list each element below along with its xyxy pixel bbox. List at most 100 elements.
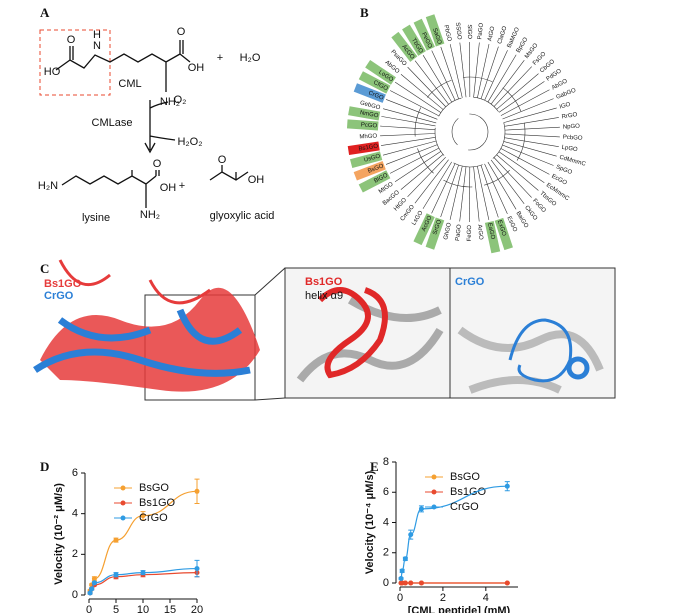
chem-label: H₂O₂ — [177, 136, 202, 148]
chem-label: H₂O — [240, 52, 261, 64]
data-point — [91, 580, 97, 586]
cml-bonds — [55, 40, 191, 92]
tree-branch — [385, 144, 438, 165]
chem-label: N — [93, 40, 101, 52]
leaf-label: AtGO — [487, 26, 496, 42]
legend-label: Bs1GO — [450, 486, 487, 498]
chem-label: OH — [188, 62, 205, 74]
leaf-label: SrGO — [432, 219, 443, 236]
y-tick-label: 2 — [72, 548, 78, 560]
legend-label: CrGO — [139, 512, 168, 524]
x-tick-label: 10 — [137, 604, 149, 613]
tree-branch — [380, 125, 436, 130]
y-tick-label: 0 — [72, 589, 78, 601]
leaf-label: EaGO — [486, 222, 495, 240]
product-bonds — [61, 165, 249, 208]
tree-branch — [480, 165, 499, 218]
zoom-connector — [254, 267, 286, 401]
data-point — [504, 483, 510, 489]
chem-label: NH₂ — [140, 209, 160, 221]
tree-branch — [380, 136, 436, 146]
leaf-label: ArGO — [476, 224, 484, 240]
leaf-highlight — [349, 151, 383, 169]
tree: GebGOCrGOCfGOLoGOAbGOPsaGOAcGOTbGOPeGOSa… — [346, 14, 587, 254]
tree-branch — [473, 42, 480, 98]
data-point — [140, 570, 146, 576]
panel-a-skeleton — [39, 29, 249, 208]
leaf-label: RrGO — [561, 112, 578, 121]
y-tick-label: 4 — [72, 508, 78, 520]
legend-marker — [431, 504, 437, 510]
leaf-label: AbGO — [551, 78, 569, 91]
tree-branch — [431, 163, 456, 214]
chem-label: OH — [248, 174, 265, 186]
data-point — [91, 576, 97, 582]
legend-marker — [120, 485, 126, 491]
leaf-highlight — [353, 160, 386, 181]
tree-branch — [500, 148, 550, 175]
leaf-label: BsGO — [367, 163, 385, 175]
data-point — [399, 568, 405, 574]
chem-label: O — [67, 34, 76, 46]
leaf-highlight — [425, 14, 445, 47]
leaf-highlight — [348, 106, 381, 121]
tree-branch — [504, 133, 560, 138]
tree-branch — [500, 89, 550, 116]
reaction-arrow — [144, 100, 176, 154]
tree-branch — [504, 117, 559, 127]
leaf-label: UsGO — [363, 154, 381, 164]
data-point — [418, 580, 424, 586]
structure-loops — [58, 259, 211, 305]
chem-label: H₂N — [38, 180, 58, 192]
leaf-highlight — [413, 213, 435, 246]
leaf-label: PbGO — [442, 24, 452, 42]
legend-marker — [120, 500, 126, 506]
chem-label: + — [179, 180, 185, 192]
legend-label: Bs1GO — [139, 497, 176, 509]
tree-branch — [389, 90, 440, 117]
leaf-label: PcbGO — [563, 135, 583, 142]
y-tick-label: 6 — [383, 486, 389, 498]
y-axis-label: Velocity (10⁻² μM/s) — [53, 483, 65, 585]
chem-label: O — [177, 26, 186, 38]
tree-arc — [434, 96, 506, 168]
data-point — [402, 580, 408, 586]
x-tick-label: 0 — [86, 604, 92, 613]
x-tick-label: 0 — [397, 592, 403, 604]
leaf-label: GhGO — [443, 222, 453, 241]
chem-label: CML — [118, 78, 141, 90]
leaf-highlight — [402, 24, 426, 56]
data-point — [113, 537, 119, 543]
leaf-label: SSGO — [454, 22, 462, 40]
leaf-label: NmGO — [359, 110, 379, 119]
tree-branch — [498, 81, 545, 113]
leaf-label: PcGO — [361, 122, 378, 129]
legend-crgo: CrGO — [44, 290, 74, 302]
data-point — [402, 556, 408, 562]
data-point — [140, 513, 146, 519]
chem-label: lysine — [82, 212, 110, 224]
data-point — [408, 532, 414, 538]
leaf-label: ClaGO — [497, 25, 509, 45]
data-point — [504, 580, 510, 586]
panel-letter: C — [40, 261, 49, 276]
chem-label: O — [218, 154, 227, 166]
tree-branch — [382, 108, 437, 124]
leaf-highlight — [358, 170, 391, 193]
panel-letter: B — [360, 5, 369, 20]
chem-label: CMLase — [92, 117, 133, 129]
y-tick-label: 8 — [383, 456, 389, 468]
x-tick-label: 20 — [191, 604, 203, 613]
leaf-highlight — [346, 119, 379, 131]
tree-branch — [490, 159, 525, 205]
tree-branch — [449, 166, 463, 220]
y-tick-label: 0 — [383, 577, 389, 589]
tree-branch — [422, 55, 453, 103]
tree-branch — [496, 73, 539, 110]
leaf-label: PaGO — [477, 22, 485, 40]
chem-label: glyoxylic acid — [210, 210, 275, 222]
tree-branch — [394, 81, 442, 113]
tree-branch — [473, 166, 480, 222]
tree-branch — [487, 161, 517, 210]
